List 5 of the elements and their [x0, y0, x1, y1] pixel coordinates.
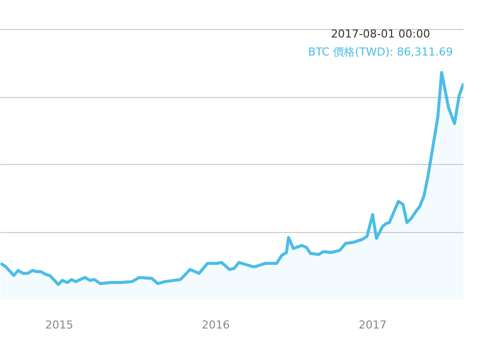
- text: BTC 價格(TWD): 86,311.69: [308, 46, 453, 58]
- x-tick-label: 2016: [202, 318, 230, 332]
- x-tick-label: 2015: [45, 318, 74, 332]
- text: 2017-08-01 00:00: [330, 28, 430, 40]
- x-tick-label: 2017: [358, 318, 387, 332]
